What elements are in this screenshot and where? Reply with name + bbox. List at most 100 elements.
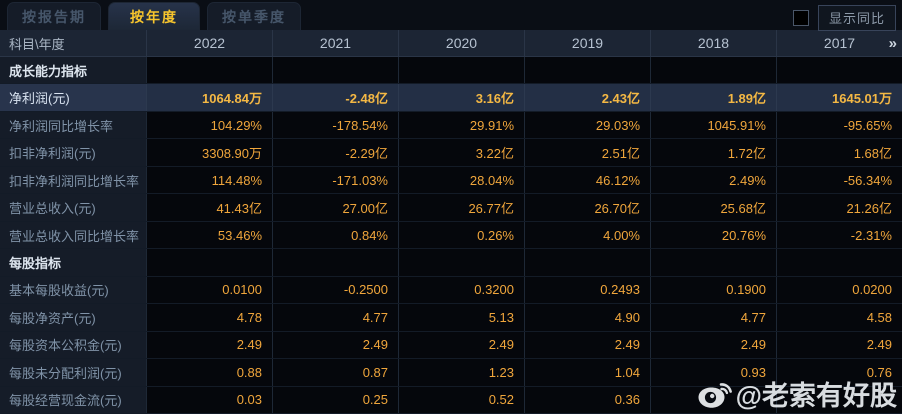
cell-value: 0.36 xyxy=(524,386,650,414)
cell-value: 2.49 xyxy=(776,331,902,359)
cell-value xyxy=(524,249,650,276)
cell-value: 0.88 xyxy=(146,359,272,386)
cell-value: 21.26亿 xyxy=(776,194,902,221)
year-header-2020: 2020 xyxy=(398,30,524,56)
cell-value: 0.3200 xyxy=(398,276,524,304)
cell-value: -178.54% xyxy=(272,111,398,139)
cell-value: 25.68亿 xyxy=(650,194,776,221)
table-row[interactable]: 每股净资产(元) 4.78 4.77 5.13 4.90 4.77 4.58 xyxy=(0,304,902,332)
cell-value: 0.87 xyxy=(272,359,398,386)
cell-value: 4.58 xyxy=(776,304,902,331)
cell-value: 3308.90万 xyxy=(146,139,272,166)
cell-value: 1.23 xyxy=(398,359,524,386)
cell-value: 4.00% xyxy=(524,221,650,249)
cell-value: 28.04% xyxy=(398,166,524,194)
cell-value: 0.2493 xyxy=(524,276,650,304)
cell-value: 104.29% xyxy=(146,111,272,139)
more-years-icon[interactable]: » xyxy=(888,34,897,52)
cell-value xyxy=(650,249,776,276)
cell-value xyxy=(146,57,272,84)
cell-value: 1045.91% xyxy=(650,111,776,139)
row-label: 每股资本公积金(元) xyxy=(0,331,146,359)
cell-value: 0.26% xyxy=(398,221,524,249)
cell-value: 0.25 xyxy=(272,386,398,414)
tab-0[interactable]: 按报告期 xyxy=(7,2,101,30)
table-row[interactable]: 扣非净利润同比增长率 114.48% -171.03% 28.04% 46.12% 2.4… xyxy=(0,166,902,195)
year-header-2021: 2021 xyxy=(272,30,398,56)
cell-value: 2.51亿 xyxy=(524,139,650,166)
cell-value: 26.70亿 xyxy=(524,194,650,221)
cell-value xyxy=(776,57,902,84)
cell-value: -0.2500 xyxy=(272,276,398,304)
cell-value xyxy=(398,249,524,276)
year-header-2019: 2019 xyxy=(524,30,650,56)
row-label: 每股净资产(元) xyxy=(0,304,146,331)
show-yoy-checkbox[interactable] xyxy=(792,10,809,26)
table-row[interactable]: 每股未分配利润(元) 0.88 0.87 1.23 1.04 0.93 0.76 xyxy=(0,359,902,387)
cell-value: 3.16亿 xyxy=(398,84,524,111)
cell-value: -171.03% xyxy=(272,166,398,194)
section-row[interactable]: 每股指标 xyxy=(0,249,902,277)
cell-value: 2.49 xyxy=(272,331,398,359)
cell-value: 4.78 xyxy=(146,304,272,331)
table-row[interactable]: 营业总收入(元) 41.43亿 27.00亿 26.77亿 26.70亿 25.68亿 21… xyxy=(0,194,902,222)
cell-value: 20.76% xyxy=(650,221,776,249)
row-label: 净利润同比增长率 xyxy=(0,111,146,139)
cell-value: -2.29亿 xyxy=(272,139,398,166)
cell-value: 2.49 xyxy=(398,331,524,359)
show-yoy-button[interactable]: 显示同比 xyxy=(817,5,896,31)
cell-value xyxy=(776,386,902,414)
cell-value: -56.34% xyxy=(776,166,902,194)
cell-value xyxy=(272,57,398,84)
cell-value xyxy=(650,57,776,84)
table-row[interactable]: 净利润同比增长率 104.29% -178.54% 29.91% 29.03% 1045.… xyxy=(0,111,902,140)
cell-value: 0.52 xyxy=(398,386,524,414)
yoy-controls: 显示同比 xyxy=(792,5,896,31)
cell-value: 2.49 xyxy=(524,331,650,359)
cell-value: -95.65% xyxy=(776,111,902,139)
cell-value xyxy=(776,249,902,276)
period-tabbar: 按报告期 按年度 按单季度 显示同比 xyxy=(0,0,902,31)
cell-value: 46.12% xyxy=(524,166,650,194)
cell-value: 41.43亿 xyxy=(146,194,272,221)
cell-value xyxy=(398,57,524,84)
cell-value: 4.77 xyxy=(650,304,776,331)
table-row[interactable]: 每股经营现金流(元) 0.03 0.25 0.52 0.36 xyxy=(0,386,902,414)
cell-value: 29.91% xyxy=(398,111,524,139)
cell-value: -2.31% xyxy=(776,221,902,249)
cell-value xyxy=(650,386,776,414)
cell-value: 1064.84万 xyxy=(146,84,272,111)
cell-value: 0.03 xyxy=(146,386,272,414)
financial-indicators-table: 科目\年度 2022 2021 2020 2019 2018 2017» 成长能力指标 净利… xyxy=(0,30,902,414)
cell-value xyxy=(524,57,650,84)
cell-value: 2.49 xyxy=(146,331,272,359)
cell-value: 4.90 xyxy=(524,304,650,331)
cell-value xyxy=(146,249,272,276)
corner-header: 科目\年度 xyxy=(9,36,65,52)
row-label: 扣非净利润(元) xyxy=(0,139,146,166)
row-label: 基本每股收益(元) xyxy=(0,276,146,304)
tab-2[interactable]: 按单季度 xyxy=(207,2,301,30)
row-label: 净利润(元) xyxy=(0,84,146,111)
cell-value xyxy=(272,249,398,276)
table-row[interactable]: 扣非净利润(元) 3308.90万 -2.29亿 3.22亿 2.51亿 1.72亿 1.6… xyxy=(0,139,902,167)
cell-value: 1.72亿 xyxy=(650,139,776,166)
table-row[interactable]: 营业总收入同比增长率 53.46% 0.84% 0.26% 4.00% 20.76% -2.… xyxy=(0,221,902,250)
year-header-2018: 2018 xyxy=(650,30,776,56)
table-row[interactable]: 每股资本公积金(元) 2.49 2.49 2.49 2.49 2.49 2.49 xyxy=(0,331,902,360)
table-row[interactable]: 基本每股收益(元) 0.0100 -0.2500 0.3200 0.2493 0.1900… xyxy=(0,276,902,305)
row-label: 成长能力指标 xyxy=(0,57,146,84)
cell-value: 114.48% xyxy=(146,166,272,194)
row-label: 扣非净利润同比增长率 xyxy=(0,166,146,194)
row-label: 每股经营现金流(元) xyxy=(0,386,146,414)
cell-value: 1645.01万 xyxy=(776,84,902,111)
row-label: 营业总收入同比增长率 xyxy=(0,221,146,249)
section-row[interactable]: 成长能力指标 xyxy=(0,57,902,85)
cell-value: 1.68亿 xyxy=(776,139,902,166)
tab-1-active[interactable]: 按年度 xyxy=(108,2,200,30)
row-label: 营业总收入(元) xyxy=(0,194,146,221)
cell-value: 1.04 xyxy=(524,359,650,386)
cell-value: 0.84% xyxy=(272,221,398,249)
cell-value: 53.46% xyxy=(146,221,272,249)
table-row[interactable]: 净利润(元) 1064.84万 -2.48亿 3.16亿 2.43亿 1.89亿 1645.… xyxy=(0,84,902,112)
